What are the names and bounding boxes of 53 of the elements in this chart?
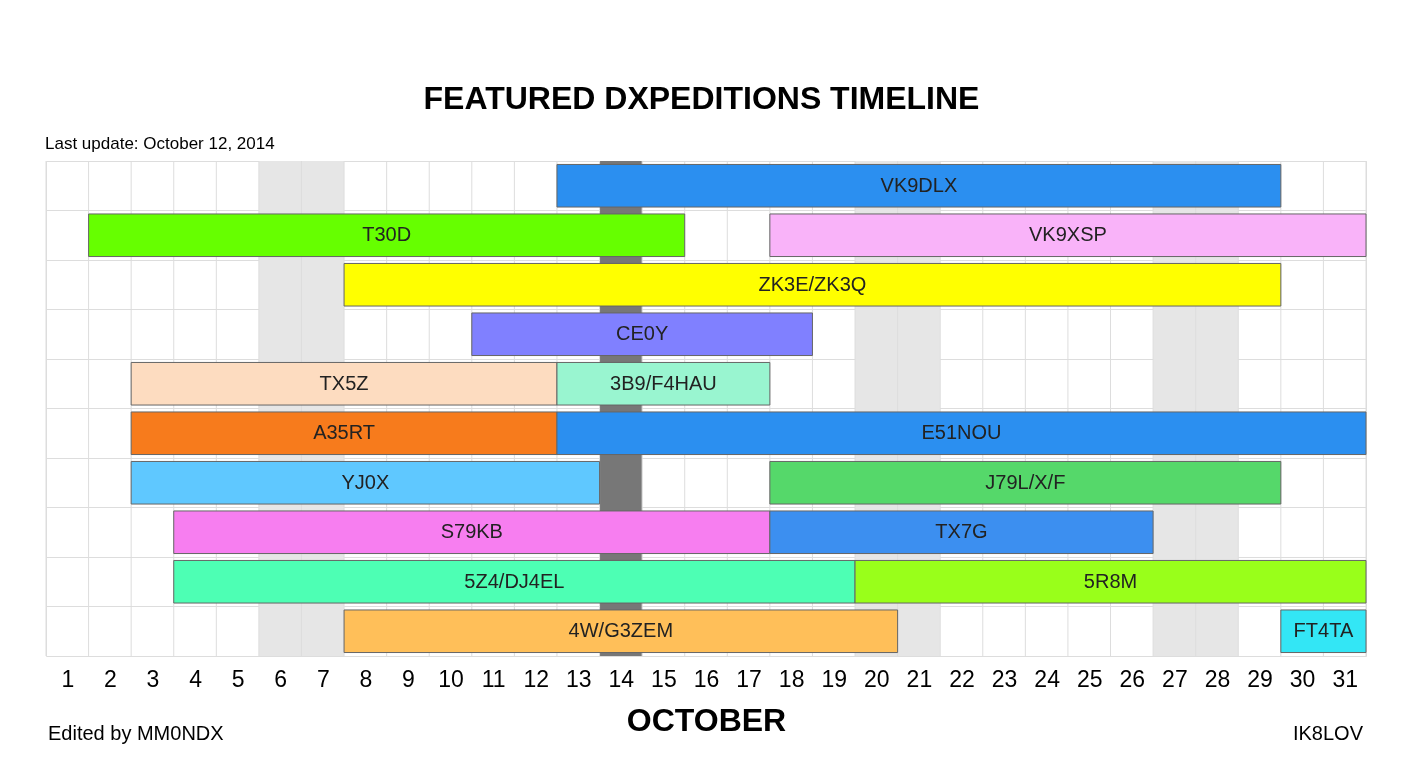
series-label: ZK3E/ZK3Q bbox=[758, 272, 867, 295]
x-tick-label: 27 bbox=[1162, 665, 1188, 692]
x-tick-label: 31 bbox=[1332, 665, 1359, 692]
series-label: FT4TA bbox=[1293, 619, 1354, 642]
series-label: 3B9/F4HAU bbox=[610, 371, 717, 394]
x-tick-label: 11 bbox=[481, 665, 506, 692]
x-tick-label: 9 bbox=[402, 665, 415, 692]
series-label: A35RT bbox=[313, 421, 376, 444]
series-label: E51NOU bbox=[921, 421, 1002, 444]
text: Edited by MM0NDX bbox=[48, 722, 224, 745]
x-tick-label: 20 bbox=[864, 665, 890, 692]
series-label: 5R8M bbox=[1083, 569, 1138, 592]
x-tick-label: 17 bbox=[736, 665, 762, 692]
series-label: CE0Y bbox=[616, 322, 669, 345]
x-tick-label: 6 bbox=[274, 665, 288, 692]
x-tick-label: 19 bbox=[821, 665, 848, 692]
x-tick-label: 25 bbox=[1076, 665, 1103, 692]
x-tick-label: 3 bbox=[146, 665, 160, 692]
x-tick-label: 1 bbox=[61, 665, 75, 692]
x-tick-label: 12 bbox=[523, 665, 549, 692]
x-tick-label: 7 bbox=[316, 665, 330, 692]
series-label: T30D bbox=[362, 223, 412, 246]
series-label: S79KB bbox=[440, 520, 503, 543]
chart-subtitle: Last update: October 12, 2014 bbox=[45, 134, 275, 154]
series-label: VK9DLX bbox=[880, 173, 958, 196]
x-tick-label: 14 bbox=[608, 665, 635, 692]
x-tick-label: 15 bbox=[651, 665, 677, 692]
x-axis-title: OCTOBER bbox=[626, 701, 787, 738]
x-tick-label: 22 bbox=[949, 665, 975, 692]
x-tick-label: 5 bbox=[231, 665, 245, 692]
x-tick-label: 18 bbox=[778, 665, 805, 692]
series-label: TX5Z bbox=[319, 371, 369, 394]
series-label: 5Z4/DJ4EL bbox=[464, 569, 565, 592]
series-label: J79L/X/F bbox=[985, 470, 1066, 493]
x-tick-label: 16 bbox=[693, 665, 720, 692]
x-tick-label: 23 bbox=[991, 665, 1018, 692]
x-tick-label: 26 bbox=[1119, 665, 1146, 692]
x-tick-label: 13 bbox=[565, 665, 592, 692]
chart-title: FEATURED DXPEDITIONS TIMELINE bbox=[422, 80, 981, 117]
x-tick-label: 10 bbox=[438, 665, 464, 692]
x-tick-label: 24 bbox=[1034, 665, 1061, 692]
x-tick-label: 21 bbox=[906, 665, 933, 692]
x-tick-label: 4 bbox=[189, 665, 203, 692]
x-tick-label: 8 bbox=[359, 665, 373, 692]
x-tick-label: 30 bbox=[1289, 665, 1316, 692]
x-tick-label: 2 bbox=[103, 665, 117, 692]
x-tick-label: 28 bbox=[1204, 665, 1231, 692]
text: IK8LOV bbox=[1292, 722, 1363, 745]
series-label: VK9XSP bbox=[1029, 223, 1107, 246]
series-label: YJ0X bbox=[341, 470, 390, 493]
series-label: TX7G bbox=[935, 520, 988, 543]
series-label: 4W/G3ZEM bbox=[568, 619, 674, 642]
x-tick-label: 29 bbox=[1247, 665, 1273, 692]
